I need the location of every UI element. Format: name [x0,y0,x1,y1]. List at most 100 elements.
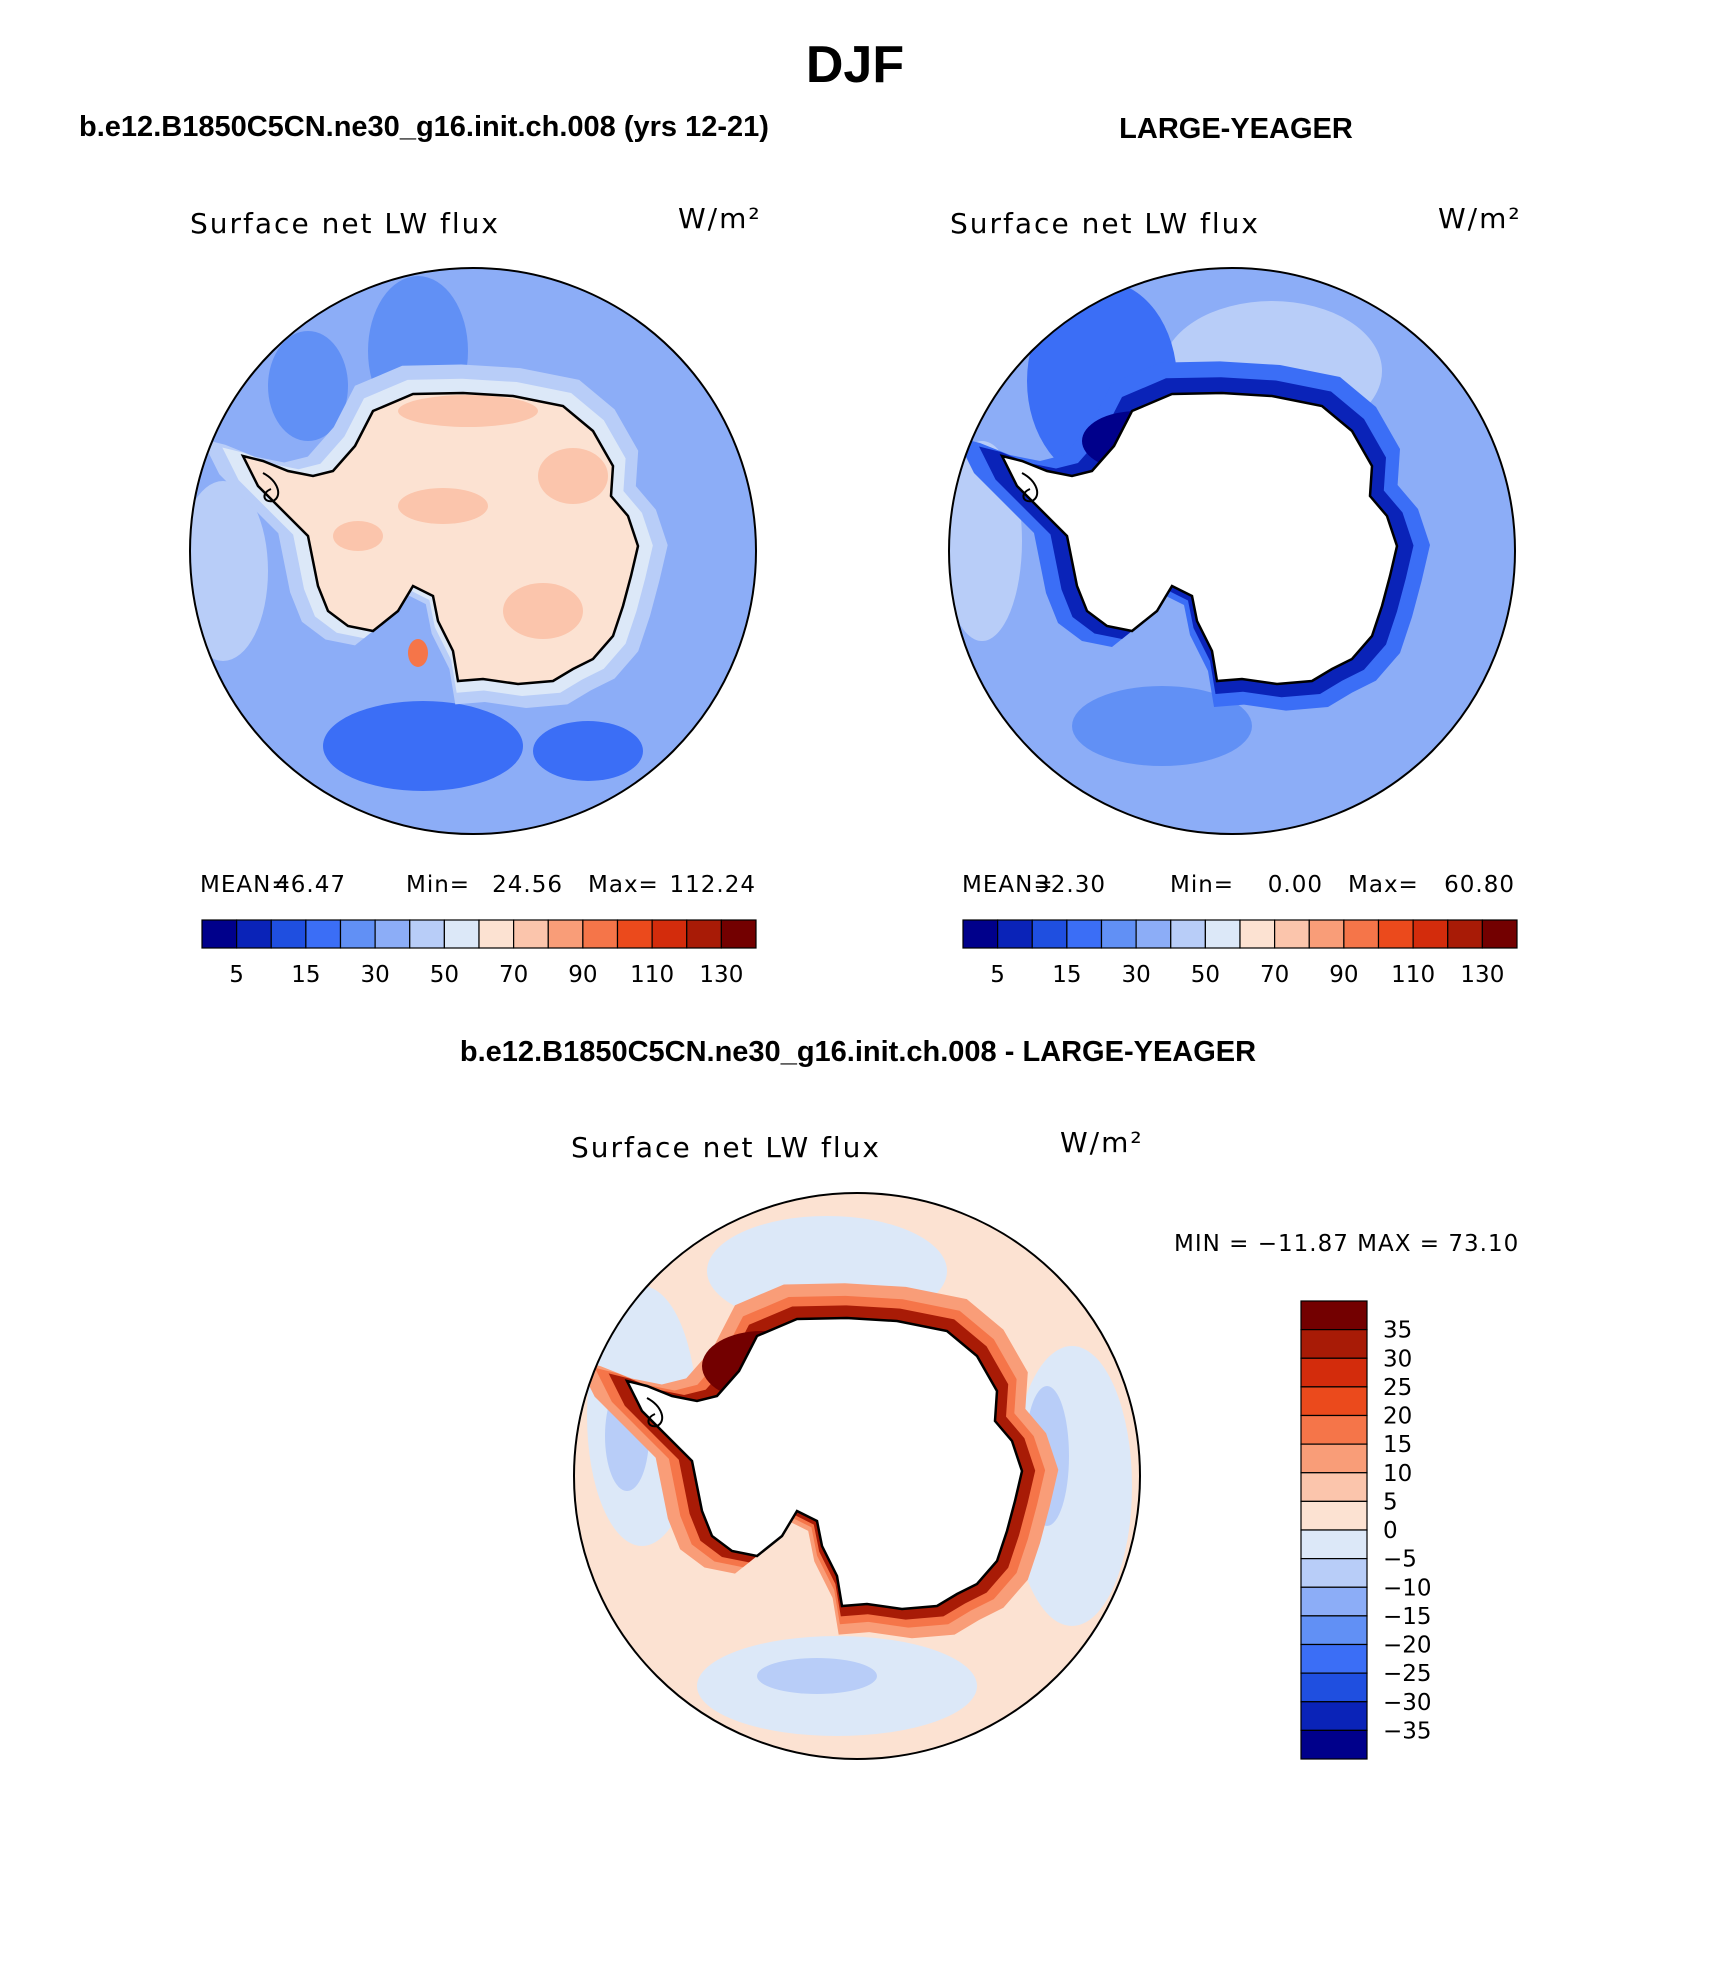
panel-diff-colorbar-swatch [1300,1672,1368,1703]
panel-diff-map [573,1192,1141,1760]
panel-diff-colorbar-tick-label: 15 [1383,1432,1412,1458]
panel-obs-colorbar-swatch [1204,919,1241,949]
panel-diff-map-border [573,1192,1141,1760]
panel-model-max-label: Max= [588,872,659,898]
panel-model-colorbar-swatch [582,919,619,949]
panel-obs-min-label: Min= [1170,872,1234,898]
panel-model-ocean-high [190,481,268,661]
panel-diff-colorbar-swatch [1300,1558,1368,1588]
panel-model-min-value: 24.56 [492,872,563,898]
panel-diff-colorbar-tick-label: 35 [1383,1318,1412,1344]
panel-model-coastline-detail [262,472,280,503]
panel-model-colorbar-swatch [409,919,445,949]
panel-diff-colorbar-swatch [1300,1386,1368,1417]
panel-obs-min-value: 0.00 [1268,872,1323,898]
panel-diff-colorbar-tick-label: 10 [1383,1461,1412,1487]
panel-diff-units: W/m² [1060,1126,1144,1159]
panel-obs-ocean-low [1072,686,1252,766]
panel-obs-map-border [948,267,1516,835]
panel-diff-colorbar-swatch [1300,1443,1368,1474]
panel-diff-colorbar-swatch [1300,1701,1368,1731]
panel-diff-colorbar-tick-label: −5 [1383,1547,1417,1573]
panel-diff-variable: Surface net LW flux [571,1131,881,1164]
panel-diff-colorbar-tick-label: 25 [1383,1375,1412,1401]
panel-model-warm-patch [333,521,383,551]
panel-model-colorbar-swatch [616,919,653,949]
panel-diff-colorbar-swatch [1300,1300,1368,1331]
panel-obs-colorbar-swatch [962,919,999,949]
panel-diff-negative-area [757,1658,877,1694]
panel-model-colorbar-tick-label: 50 [430,962,459,988]
panel-model-warm-patch [398,488,488,524]
panel-obs-colorbar-swatch [1135,919,1172,949]
panel-model-colorbar-tick-label: 30 [360,962,389,988]
panel-model-coastline-detail [173,291,183,311]
panel-obs-colorbar-swatch [1274,919,1310,949]
panel-diff-colorbar-swatch [1300,1529,1368,1560]
panel-diff-colorbar-tick-label: −25 [1383,1661,1432,1687]
panel-obs-mean-label: MEAN= [962,872,1054,898]
panel-model-colorbar-swatch [305,919,342,949]
panel-model-colorbar-tick-label: 15 [291,962,320,988]
panel-model-colorbar: 5 15 30 50 70 90 110 130 [201,919,757,988]
panel-obs-colorbar-swatch [1031,919,1068,949]
panel-model-units: W/m² [678,202,762,235]
panel-diff-case-title: b.e12.B1850C5CN.ne30_g16.init.ch.008 - L… [460,1036,1256,1068]
panel-diff-colorbar-tick-label: −35 [1383,1718,1432,1744]
panel-diff-colorbar-swatch [1300,1414,1368,1445]
panel-model-variable: Surface net LW flux [190,207,500,240]
panel-model-map [173,267,757,835]
panel-diff-colorbar-swatch [1300,1643,1368,1674]
panel-model-case-title: b.e12.B1850C5CN.ne30_g16.init.ch.008 (yr… [79,111,769,143]
panel-model-map-border [189,267,757,835]
panel-obs-colorbar: 5 15 30 50 70 90 110 130 [962,919,1518,988]
panel-model-colorbar-swatch [339,919,376,949]
panel-model-mean-value: 46.47 [275,872,346,898]
panel-diff-colorbar-tick-label: 5 [1383,1489,1398,1515]
panel-diff-colorbar-tick-label: −20 [1383,1633,1432,1659]
panel-model-colorbar-swatch [720,919,757,949]
panel-model-colorbar-swatch [513,919,549,949]
panel-diff-colorbar-swatch [1300,1500,1368,1531]
panel-diff-coastline-detail [646,1397,664,1428]
panel-diff-colorbar-swatch [1300,1586,1368,1617]
panel-obs-colorbar-tick-label: 130 [1460,962,1504,988]
panel-diff-colorbar-swatch [1300,1329,1368,1359]
panel-diff-colorbar-swatch [1300,1615,1368,1646]
panel-model-colorbar-tick-label: 90 [568,962,597,988]
panel-obs-colorbar-swatch [997,919,1033,949]
panel-obs-colorbar-swatch [1447,919,1483,949]
figure-title: DJF [806,36,904,94]
panel-diff-colorbar-tick-label: 0 [1383,1518,1398,1544]
panel-obs-colorbar-tick-label: 50 [1191,962,1220,988]
panel-obs-case-title: LARGE-YEAGER [1119,113,1353,145]
panel-obs-coastline-detail [1021,472,1039,503]
panel-model-max-spot [408,639,428,667]
panel-obs-colorbar-tick-label: 110 [1391,962,1435,988]
panel-diff-minmax: MIN = −11.87 MAX = 73.10 [1174,1231,1519,1257]
panel-model-colorbar-tick-label: 130 [699,962,743,988]
panel-model: b.e12.B1850C5CN.ne30_g16.init.ch.008 (yr… [79,111,769,988]
panel-model-colorbar-swatch [374,919,411,949]
panel-model-colorbar-swatch [547,919,584,949]
panel-diff-colorbar-swatch [1300,1472,1368,1502]
panel-obs-colorbar-swatch [1066,919,1103,949]
panel-model-ocean-low [533,721,643,781]
panel-obs-max-label: Max= [1348,872,1419,898]
panel-obs: LARGE-YEAGER Surface net LW flux W/m² ME… [948,113,1520,988]
panel-model-colorbar-swatch [651,919,688,949]
panel-obs-mean-value: 32.30 [1035,872,1106,898]
panel-obs-colorbar-swatch [1170,919,1206,949]
panel-obs-colorbar-tick-label: 15 [1052,962,1081,988]
panel-model-colorbar-swatch [236,919,272,949]
panel-model-mean-label: MEAN= [200,872,292,898]
panel-diff-colorbar-tick-label: −10 [1383,1575,1432,1601]
panel-model-warm-patch [398,395,538,427]
panel-model-colorbar-swatch [478,919,515,949]
panel-model-colorbar-tick-label: 5 [229,962,244,988]
panel-model-colorbar-tick-label: 110 [630,962,674,988]
panel-obs-variable: Surface net LW flux [950,207,1260,240]
panel-diff-colorbar-tick-label: −15 [1383,1604,1432,1630]
panel-diff-colorbar-tick-label: −30 [1383,1690,1432,1716]
